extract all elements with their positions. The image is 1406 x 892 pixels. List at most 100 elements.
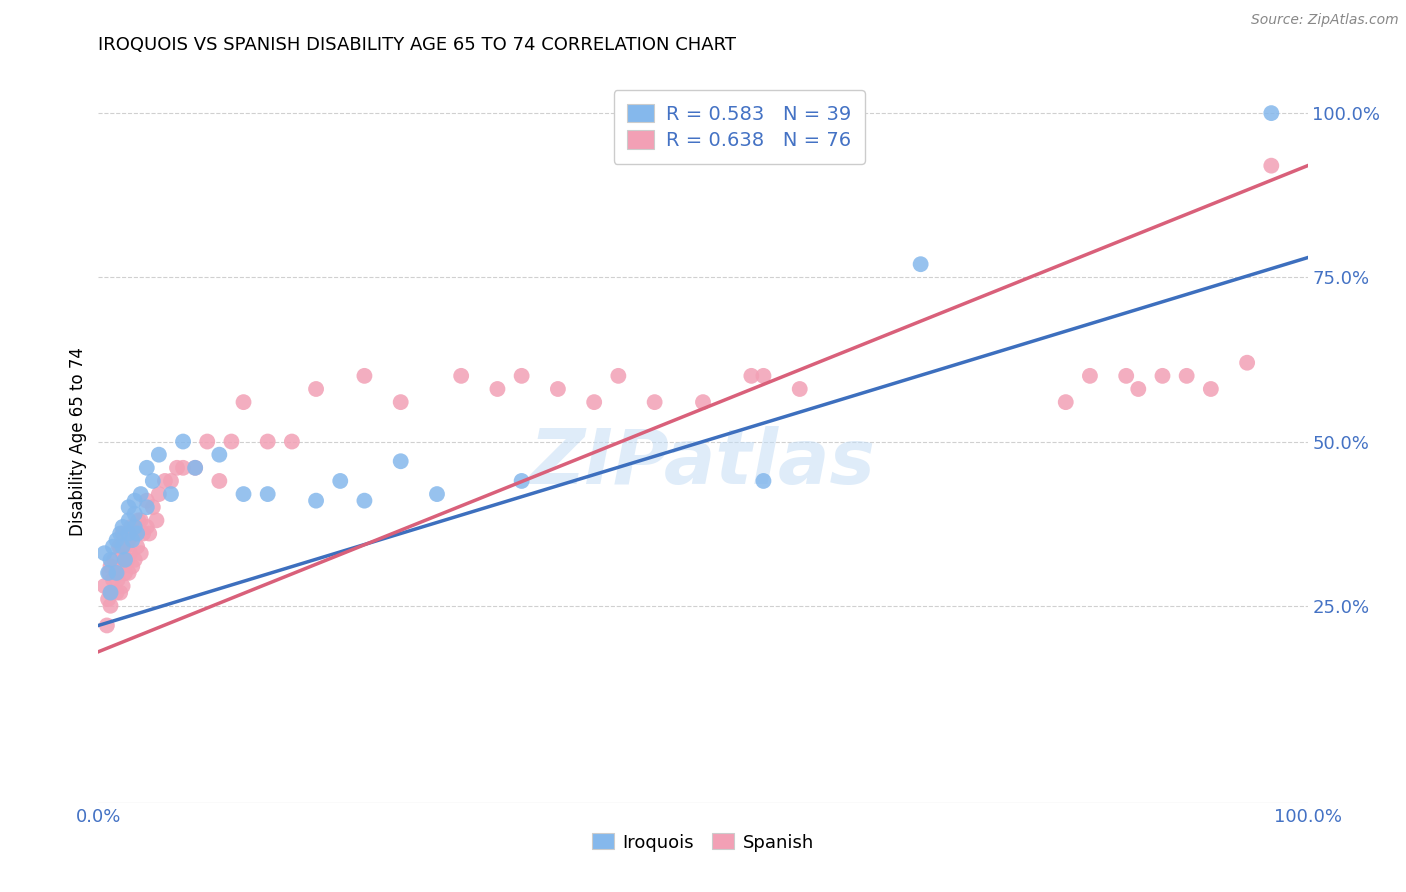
Point — [118, 566, 141, 580]
Point — [105, 566, 128, 580]
Point — [1199, 382, 1222, 396]
Y-axis label: Disability Age 65 to 74: Disability Age 65 to 74 — [69, 347, 87, 536]
Point — [142, 474, 165, 488]
Point — [100, 585, 122, 599]
Point — [111, 579, 134, 593]
Point — [510, 368, 533, 383]
Point — [114, 553, 136, 567]
Point — [256, 487, 278, 501]
Point — [111, 540, 134, 554]
Point — [135, 493, 157, 508]
Point — [135, 520, 157, 534]
Text: IROQUOIS VS SPANISH DISABILITY AGE 65 TO 74 CORRELATION CHART: IROQUOIS VS SPANISH DISABILITY AGE 65 TO… — [98, 36, 737, 54]
Point — [232, 395, 254, 409]
Point — [97, 592, 120, 607]
Point — [105, 585, 128, 599]
Point — [692, 395, 714, 409]
Point — [120, 520, 142, 534]
Point — [740, 368, 762, 383]
Point — [135, 500, 157, 515]
Point — [184, 460, 207, 475]
Point — [353, 493, 375, 508]
Point — [789, 382, 811, 396]
Point — [124, 507, 146, 521]
Point — [110, 559, 132, 574]
Point — [547, 382, 569, 396]
Point — [108, 585, 131, 599]
Point — [1054, 395, 1077, 409]
Point — [1078, 368, 1101, 383]
Point — [1152, 368, 1174, 383]
Point — [118, 526, 141, 541]
Point — [1175, 368, 1198, 383]
Point — [98, 566, 121, 580]
Point — [97, 566, 120, 580]
Point — [160, 487, 183, 501]
Point — [142, 500, 165, 515]
Point — [127, 540, 149, 554]
Point — [1260, 106, 1282, 120]
Point — [145, 513, 167, 527]
Point — [93, 546, 115, 560]
Point — [108, 559, 131, 574]
Point — [172, 434, 194, 449]
Point — [1260, 159, 1282, 173]
Point — [108, 540, 131, 554]
Point — [111, 546, 134, 560]
Point — [607, 368, 630, 383]
Point — [118, 500, 141, 515]
Point — [305, 493, 328, 508]
Point — [108, 540, 131, 554]
Point — [195, 434, 218, 449]
Point — [148, 448, 170, 462]
Point — [752, 474, 775, 488]
Point — [232, 487, 254, 501]
Point — [101, 540, 124, 554]
Point — [124, 553, 146, 567]
Point — [208, 448, 231, 462]
Point — [100, 553, 122, 567]
Point — [389, 454, 412, 468]
Point — [121, 533, 143, 547]
Point — [644, 395, 666, 409]
Point — [172, 460, 194, 475]
Point — [160, 474, 183, 488]
Point — [129, 487, 152, 501]
Point — [166, 460, 188, 475]
Point — [127, 526, 149, 541]
Point — [1128, 382, 1150, 396]
Point — [118, 533, 141, 547]
Point — [148, 487, 170, 501]
Point — [111, 526, 134, 541]
Point — [101, 573, 124, 587]
Point — [135, 460, 157, 475]
Point — [305, 382, 328, 396]
Point — [510, 474, 533, 488]
Point — [114, 566, 136, 580]
Point — [184, 460, 207, 475]
Point — [96, 618, 118, 632]
Point — [221, 434, 243, 449]
Point — [281, 434, 304, 449]
Point — [100, 585, 122, 599]
Point — [129, 546, 152, 560]
Point — [118, 513, 141, 527]
Point — [117, 553, 139, 567]
Point — [118, 546, 141, 560]
Point — [486, 382, 509, 396]
Point — [129, 513, 152, 527]
Point — [114, 540, 136, 554]
Text: ZIPatlas: ZIPatlas — [530, 426, 876, 500]
Point — [121, 559, 143, 574]
Point — [108, 526, 131, 541]
Legend: Iroquois, Spanish: Iroquois, Spanish — [585, 826, 821, 859]
Point — [752, 368, 775, 383]
Point — [121, 526, 143, 541]
Point — [450, 368, 472, 383]
Point — [426, 487, 449, 501]
Point — [124, 526, 146, 541]
Point — [105, 566, 128, 580]
Point — [329, 474, 352, 488]
Point — [124, 493, 146, 508]
Point — [208, 474, 231, 488]
